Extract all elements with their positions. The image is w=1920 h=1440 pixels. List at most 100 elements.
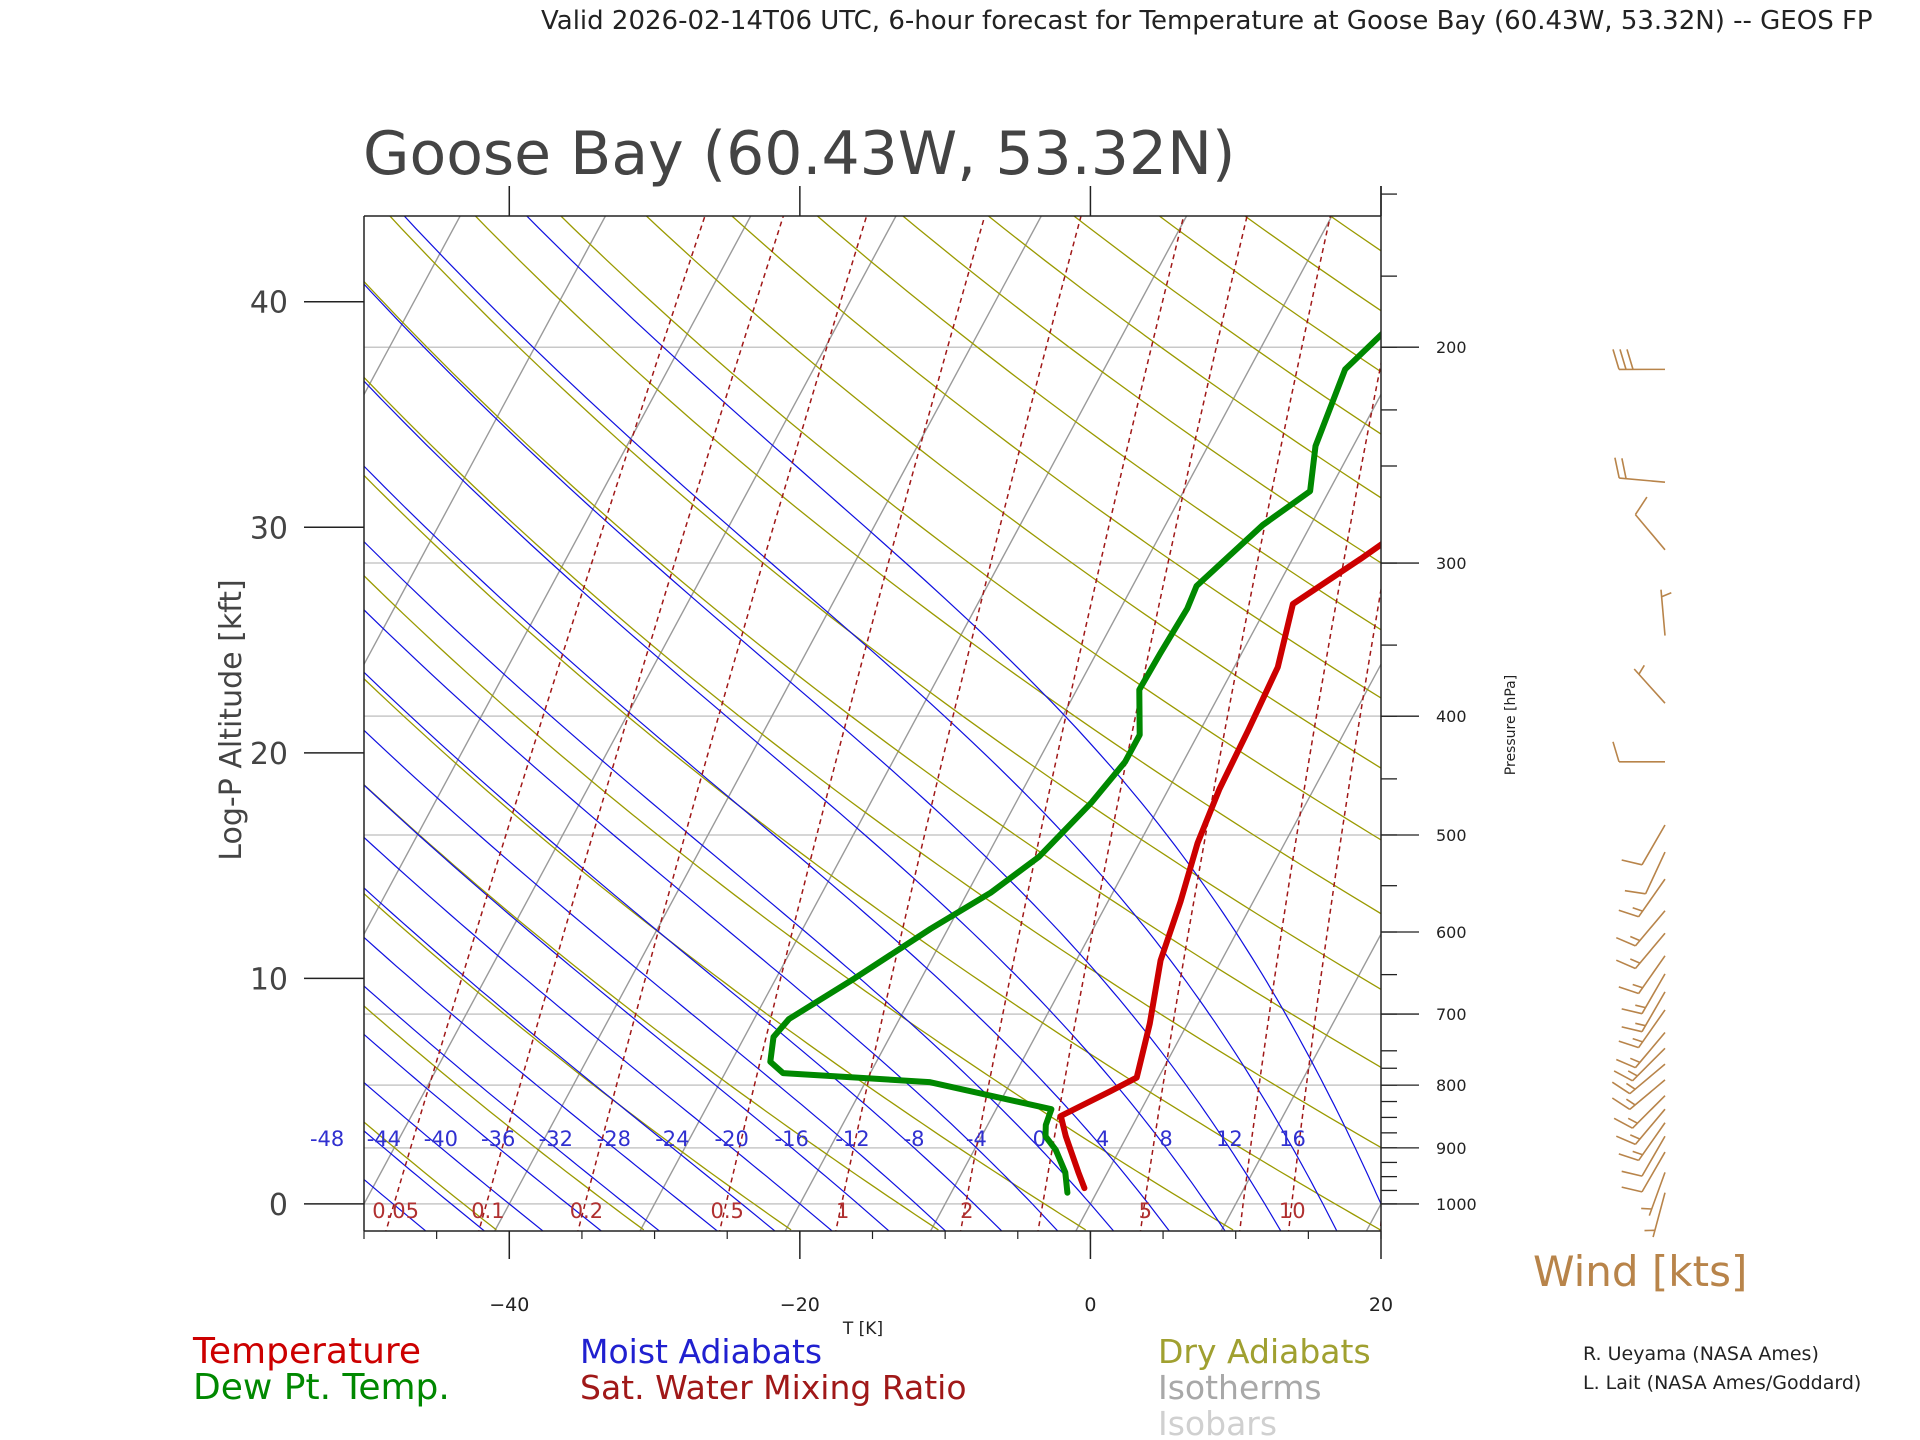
dry-adiabat-300 — [364, 376, 1381, 1149]
y-tick-label: 0 — [269, 1188, 288, 1223]
mixing-ratio-label: 2 — [960, 1199, 973, 1223]
mixing-ratio-0.1 — [478, 216, 785, 1231]
moist-adiabat-0 — [364, 540, 1115, 1231]
wind-barbs — [1611, 349, 1672, 1238]
wind-barb — [1615, 910, 1666, 947]
moist-adiabat-label: -12 — [835, 1127, 869, 1151]
moist-adiabat--12 — [364, 729, 947, 1231]
wind-barb-feather — [1621, 1008, 1643, 1015]
dry-adiabat-290 — [364, 474, 1381, 1231]
mixing-ratio-lines — [385, 157, 1665, 1235]
mixing-ratio-10 — [1287, 585, 1381, 1231]
x-axis-ticks: −40 −20 0 20 — [363, 186, 1393, 1316]
moist-adiabat--24 — [364, 887, 776, 1231]
wind-barb — [1613, 1047, 1666, 1082]
dry-adiabat-310 — [364, 280, 1381, 1069]
background-lines — [0, 157, 1665, 1235]
moist-adiabat--32 — [364, 985, 661, 1231]
pressure-tick-label: 400 — [1436, 707, 1467, 726]
wind-barb-half-feather — [1661, 592, 1672, 598]
pressure-tick-label: 500 — [1436, 826, 1467, 845]
moist-adiabat-label: -36 — [481, 1127, 515, 1151]
pressure-axis-ticks: 1000 900 800 700 600 500 400 300 200 — [1381, 193, 1477, 1214]
legend-temperature: Temperature — [192, 1331, 421, 1372]
pressure-tick-label: 900 — [1436, 1139, 1467, 1158]
y-tick-label: 20 — [250, 737, 288, 772]
y-tick-label: 30 — [250, 511, 288, 546]
moist-adiabat-label: -32 — [539, 1127, 573, 1151]
dry-adiabat-390 — [987, 216, 1381, 499]
wind-barb-feather — [1621, 859, 1643, 866]
dry-adiabat-360 — [730, 216, 1381, 699]
wind-barb-feather — [1618, 909, 1639, 918]
mixing-ratio-2 — [959, 216, 1185, 1231]
wind-barb-shaft — [1619, 477, 1666, 483]
wind-barb-feather — [1612, 741, 1620, 763]
moist-adiabat-label: -20 — [715, 1127, 749, 1151]
wind-barb-shaft — [1637, 878, 1666, 918]
wind-barb-half-feather — [1632, 983, 1643, 989]
wind-barb-half-feather — [1627, 1117, 1638, 1124]
legend-dry-adiabats: Dry Adiabats — [1158, 1332, 1371, 1371]
moist-adiabat--40 — [364, 1081, 544, 1231]
dry-adiabat-240 — [364, 1005, 645, 1231]
wind-barb — [1613, 1095, 1666, 1129]
legend-mixing-ratio: Sat. Water Mixing Ratio — [580, 1368, 967, 1407]
wind-barb-feather — [1626, 349, 1634, 370]
dry-adiabat-410 — [1158, 216, 1381, 373]
wind-barb-feather — [1611, 1097, 1631, 1111]
wind-barb-half-feather — [1635, 1004, 1646, 1009]
wind-barb-shaft — [1652, 1192, 1666, 1238]
mixing-ratio-label: 1 — [836, 1199, 849, 1223]
pressure-tick-label: 300 — [1436, 554, 1467, 573]
wind-barb — [1618, 878, 1666, 918]
wind-barb-half-feather — [1632, 1150, 1643, 1156]
wind-barb-feather — [1615, 1058, 1636, 1069]
dry-adiabat-260 — [364, 783, 939, 1231]
moist-adiabat-label: -40 — [424, 1127, 458, 1151]
legend-dewpoint: Dew Pt. Temp. — [193, 1367, 450, 1408]
wind-barb-shaft — [1644, 851, 1666, 895]
wind-barb-shaft — [1641, 824, 1666, 866]
mixing-ratio-5 — [1139, 216, 1332, 1231]
wind-barb-feather — [1611, 1081, 1631, 1095]
wind-barb — [1618, 1122, 1666, 1162]
mixing-ratio-1 — [835, 216, 1082, 1231]
pressure-tick-label: 700 — [1436, 1005, 1467, 1024]
moist-adiabat-label: -16 — [775, 1127, 809, 1151]
isotherm-lines — [364, 216, 1381, 1231]
wind-barb-half-feather — [1627, 1070, 1638, 1077]
pressure-tick-label: 600 — [1436, 923, 1467, 942]
wind-barb-half-feather — [1625, 1082, 1636, 1090]
wind-barb-shaft — [1629, 1079, 1666, 1111]
wind-barb-shaft — [1641, 1151, 1666, 1193]
wind-barb — [1614, 457, 1666, 483]
wind-barb — [1615, 1108, 1666, 1146]
moist-adiabat-12 — [364, 283, 1282, 1231]
x-axis-label: T [K] — [842, 1319, 883, 1339]
wind-barb — [1611, 1063, 1666, 1095]
x-tick-label: 20 — [1369, 1294, 1393, 1316]
wind-barb — [1615, 932, 1666, 970]
credit-line-2: L. Lait (NASA Ames/Goddard) — [1583, 1372, 1861, 1394]
isotherm--80 — [364, 216, 461, 396]
wind-barb-feather — [1618, 1040, 1639, 1049]
moist-adiabat--4 — [364, 609, 1059, 1231]
mixing-ratio-25 — [1501, 157, 1630, 1235]
mixing-ratio-30 — [1545, 157, 1665, 1235]
sounding-series — [767, 330, 1381, 1196]
wind-barb — [1621, 1151, 1666, 1193]
axes: −40 −20 0 20 0 10 20 30 40 1000 900 800 700 600 500 4… — [250, 186, 1477, 1316]
isotherm--20 — [784, 216, 1333, 1231]
wind-barb-shaft — [1633, 668, 1666, 704]
mixing-ratio-label: 0.1 — [471, 1199, 504, 1223]
wind-barb-shaft — [1631, 1047, 1666, 1082]
legend: Temperature Dew Pt. Temp. Moist Adiabats… — [192, 1331, 1371, 1440]
wind-barb-feather — [1613, 1070, 1633, 1082]
wind-barb-feather — [1614, 457, 1620, 479]
legend-isobars: Isobars — [1158, 1404, 1277, 1440]
background-labels: -48 -44 -40 -36 -32 -28 -24 -20 -16 -12 -8 -4 0 4 8 12 1… — [310, 1127, 1306, 1223]
dry-adiabat-210 — [0, 157, 202, 1230]
wind-barb-shaft — [1641, 1135, 1666, 1177]
wind-barb — [1621, 973, 1666, 1015]
